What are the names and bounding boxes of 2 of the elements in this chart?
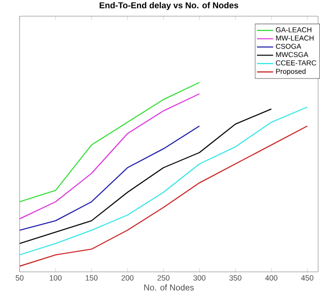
x-axis-title: No. of Nodes [144, 284, 194, 290]
chart-title: End-To-End delay vs No. of Nodes [100, 2, 238, 10]
